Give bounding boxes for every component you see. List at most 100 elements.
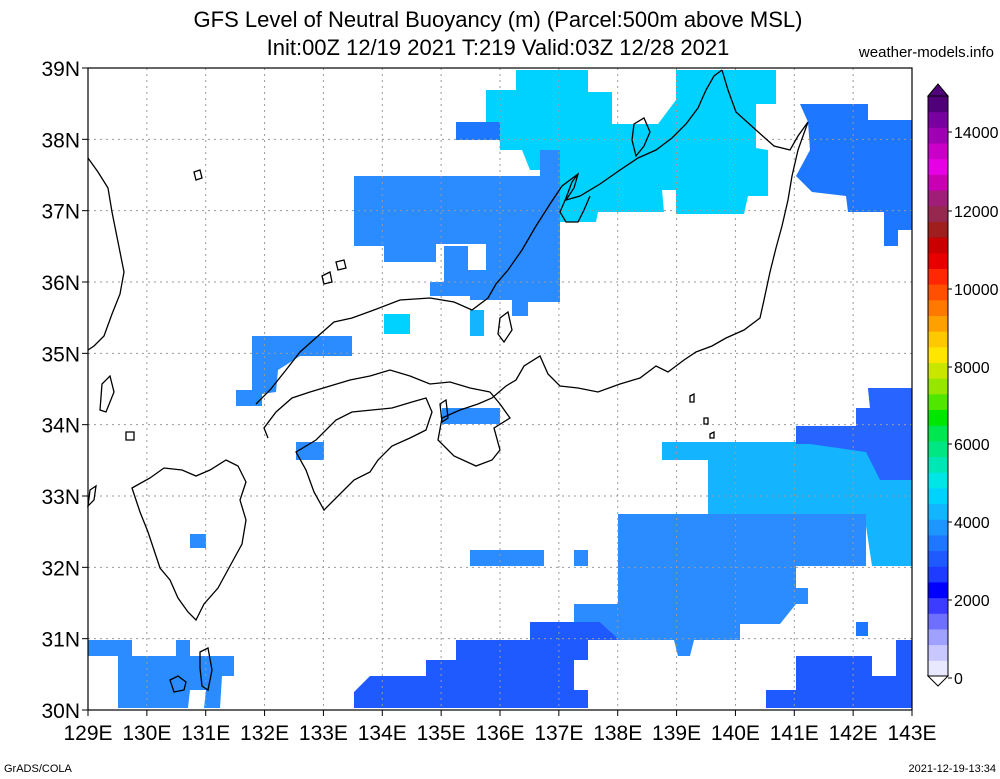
colorbar-segment: [928, 190, 948, 207]
colorbar-tick-label: 6000: [954, 437, 990, 454]
colorbar-segment: [928, 111, 948, 128]
lat-tick-label: 31N: [41, 629, 80, 652]
colorbar-segment: [928, 362, 948, 379]
colorbar-segment: [928, 456, 948, 473]
colorbar-segment: [928, 299, 948, 316]
colorbar-bottom-arrow: [926, 675, 950, 687]
shaded-region: [384, 314, 410, 334]
colorbar-segment: [928, 566, 948, 583]
shaded-region: [766, 640, 912, 708]
lat-tick-label: 33N: [41, 486, 80, 509]
lon-tick-label: 143E: [887, 722, 936, 745]
izu-islands: [689, 392, 695, 403]
lat-tick-label: 37N: [41, 201, 80, 224]
buoyancy-field: [88, 70, 912, 708]
lon-tick-label: 141E: [770, 722, 819, 745]
colorbar-segment: [928, 174, 948, 191]
colorbar-tick-label: 12000: [954, 204, 999, 221]
shaded-region: [856, 622, 868, 636]
shaded-region: [190, 534, 206, 548]
lon-tick-label: 140E: [711, 722, 760, 745]
sado-island: [631, 117, 651, 158]
colorbar-segment: [928, 660, 948, 677]
shaded-region: [354, 622, 620, 708]
colorbar-segment: [928, 143, 948, 160]
shaded-region: [456, 122, 500, 140]
colorbar-segment: [928, 472, 948, 489]
korea-coastline: [87, 157, 125, 351]
colorbar-segment: [928, 127, 948, 144]
lon-tick-label: 133E: [299, 722, 348, 745]
colorbar-tick-label: 4000: [954, 515, 990, 532]
lon-tick-label: 139E: [652, 722, 701, 745]
colorbar-segment: [928, 393, 948, 411]
lon-tick-label: 132E: [240, 722, 289, 745]
tanegashima: [199, 647, 213, 692]
colorbar-segment: [928, 628, 948, 646]
shaded-region: [354, 150, 560, 316]
shikoku: [295, 397, 433, 512]
colorbar-segment: [928, 425, 948, 442]
oki-island: [321, 271, 333, 285]
lon-tick-label: 134E: [358, 722, 407, 745]
colorbar-segment: [928, 550, 948, 567]
honshu-japan-sea-coast: [255, 69, 723, 405]
lat-lon-grid: [88, 68, 912, 710]
axis-ticks: 129E 130E 131E 132E 133E 134E 135E 136E 137E 138E…: [41, 58, 936, 745]
shaded-region: [796, 104, 912, 246]
colorbar-segment: [928, 237, 948, 254]
shaded-region: [796, 388, 912, 480]
lon-tick-label: 129E: [63, 722, 112, 745]
lat-tick-label: 30N: [41, 700, 80, 723]
shaded-region: [296, 442, 324, 460]
lake-biwa: [497, 310, 513, 344]
footer-timestamp: 2021-12-19-13:34: [908, 763, 996, 775]
colorbar-segment: [928, 644, 948, 661]
lon-tick-label: 136E: [475, 722, 524, 745]
colorbar-tick-label: 10000: [954, 282, 999, 299]
colorbar-segment: [928, 613, 948, 630]
noto-peninsula: [559, 173, 591, 223]
izu-islands-3: [709, 430, 715, 439]
lon-tick-label: 135E: [417, 722, 466, 745]
lat-tick-label: 34N: [41, 415, 80, 438]
shaded-region: [470, 310, 484, 336]
shaded-region: [236, 336, 352, 406]
shaded-region: [486, 70, 776, 222]
lat-tick-label: 35N: [41, 343, 80, 366]
colorbar: 14000 12000 10000 8000 6000 4000 2000 0: [926, 83, 999, 688]
kyushu: [131, 459, 247, 622]
colorbar-tick-label: 14000: [954, 125, 999, 142]
colorbar-top-arrow: [926, 83, 950, 97]
colorbar-segment: [928, 597, 948, 614]
lat-tick-label: 32N: [41, 557, 80, 580]
colorbar-segment: [928, 378, 948, 395]
colorbar-segment: [928, 346, 948, 363]
oki-island-2: [335, 259, 347, 271]
goto-islands: [87, 484, 97, 508]
shaded-region: [442, 408, 500, 424]
chugoku-coast: [263, 369, 491, 439]
colorbar-segment: [928, 315, 948, 332]
colorbar-segment: [928, 221, 948, 238]
shaded-region: [574, 550, 588, 566]
colorbar-segment: [928, 534, 948, 552]
colorbar-segment: [928, 284, 948, 301]
lon-tick-label: 142E: [829, 722, 878, 745]
tsushima: [99, 374, 115, 413]
honshu-pacific-coast: [437, 69, 809, 467]
footer-software: GrADS/COLA: [4, 763, 72, 775]
izu-islands-2: [703, 417, 709, 425]
colorbar-tick-label: 8000: [954, 360, 990, 377]
colorbar-segment: [928, 440, 948, 458]
colorbar-segment: [928, 158, 948, 175]
colorbar-segment: [928, 581, 948, 599]
colorbar-frame: [927, 95, 949, 677]
source-credit: weather-models.info: [858, 44, 994, 61]
map-subtitle: Init:00Z 12/19 2021 T:219 Valid:03Z 12/2…: [266, 35, 730, 60]
lat-tick-label: 38N: [41, 129, 80, 152]
coastline: [87, 69, 809, 693]
lon-tick-label: 130E: [122, 722, 171, 745]
shaded-region: [470, 550, 544, 566]
